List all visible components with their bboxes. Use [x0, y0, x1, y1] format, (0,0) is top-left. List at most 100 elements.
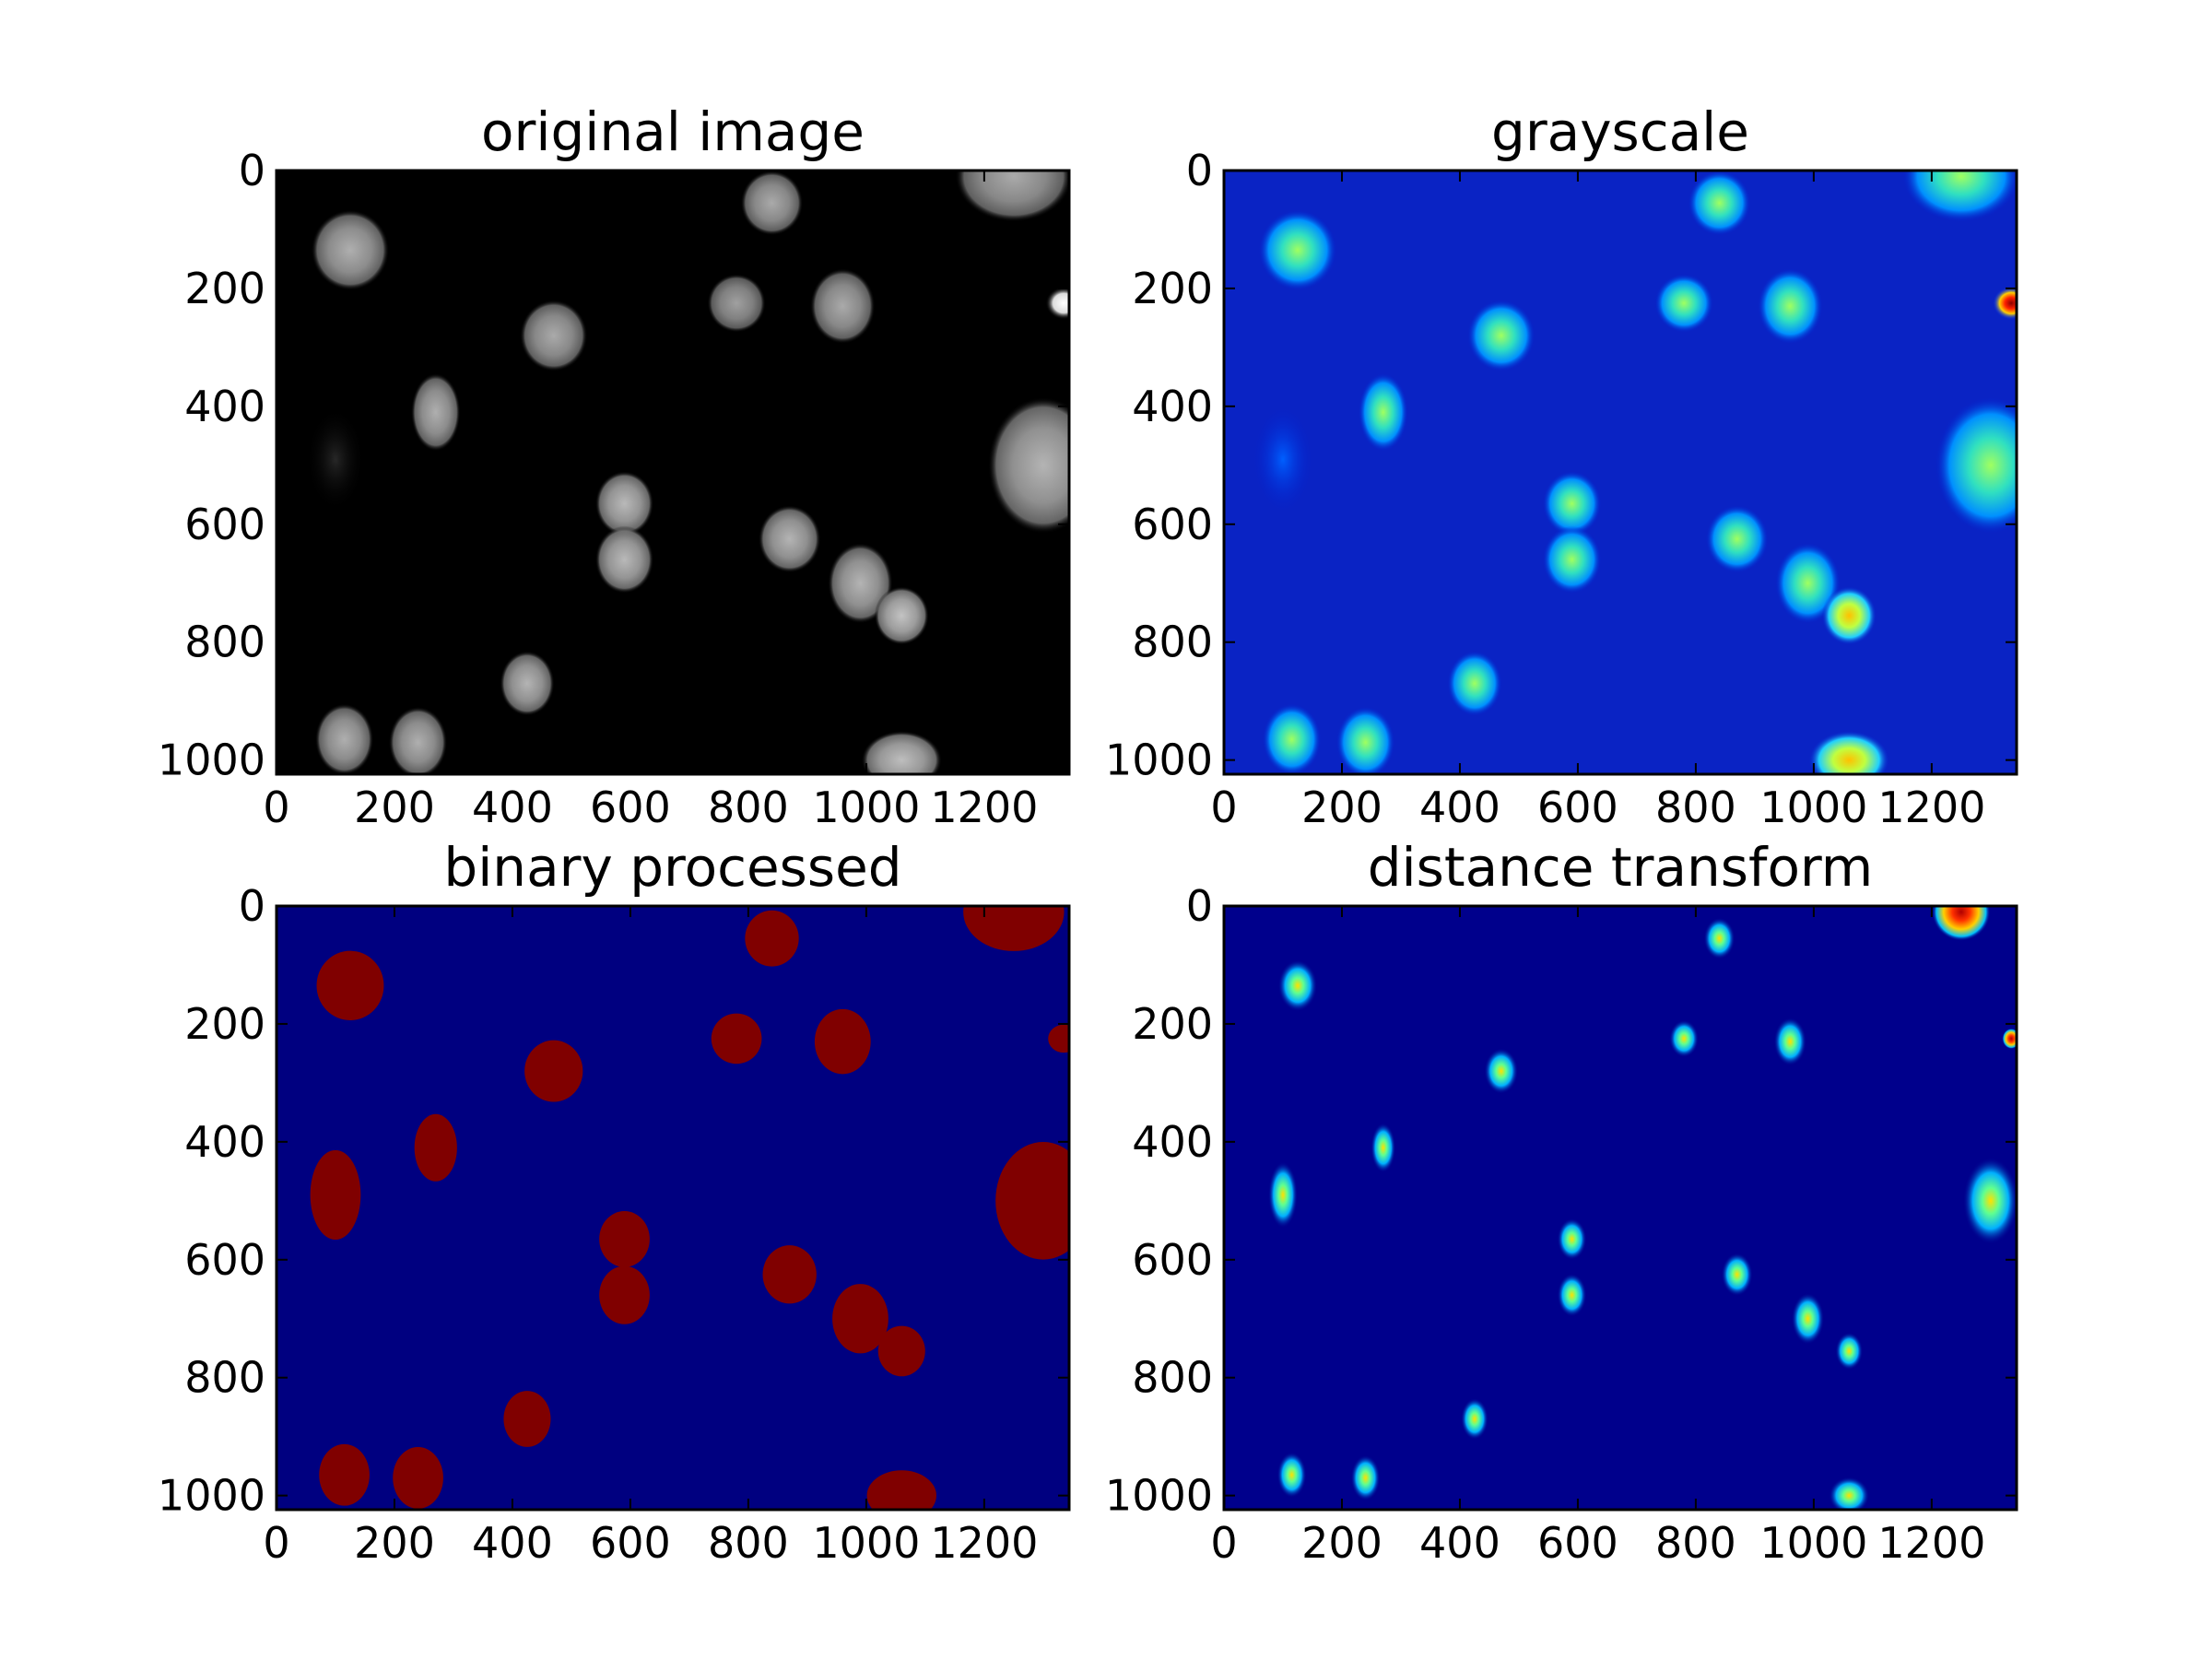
- x-tick-label: 200: [354, 782, 435, 832]
- image-area: [276, 906, 1069, 1510]
- x-tick-label: 600: [590, 782, 671, 832]
- panel-title: binary processed: [443, 836, 901, 899]
- nucleus-blob: [1371, 1123, 1396, 1173]
- nucleus-blob: [1791, 1292, 1825, 1345]
- nucleus-blob: [1688, 171, 1751, 236]
- nucleus-blob: [1932, 906, 1991, 941]
- y-tick-label: 1000: [158, 1471, 265, 1521]
- y-tick-label: 400: [184, 382, 265, 431]
- x-tick-label: 1000: [1759, 1518, 1867, 1568]
- nucleus-blob: [814, 1008, 871, 1075]
- nucleus-blob: [393, 1447, 443, 1509]
- x-tick-label: 200: [354, 1518, 435, 1568]
- nucleus-blob: [1467, 300, 1535, 371]
- nucleus-blob: [1721, 1253, 1753, 1297]
- nucleus-blob: [1993, 287, 2017, 320]
- image-area: [276, 171, 1069, 774]
- nucleus-blob: [874, 586, 929, 645]
- nucleus-blob: [1258, 209, 1337, 290]
- x-tick-label: 0: [1210, 1518, 1237, 1568]
- nucleus-blob: [314, 703, 374, 774]
- nucleus-blob: [762, 1245, 817, 1304]
- nucleus-blob: [1835, 1332, 1864, 1371]
- nucleus-blob: [995, 1142, 1069, 1260]
- nucleus-blob: [745, 910, 799, 967]
- nucleus-blob: [599, 1265, 650, 1324]
- x-tick-label: 800: [1655, 782, 1736, 832]
- nucleus-blob: [500, 651, 555, 716]
- axes-frame: [275, 904, 1071, 1512]
- image-background: [1224, 906, 2017, 1510]
- y-tick-label: 400: [1132, 1117, 1213, 1167]
- nucleus-blob: [1335, 706, 1395, 774]
- image-area: [1224, 906, 2017, 1510]
- image-area: [1224, 171, 2017, 774]
- nucleus-blob: [310, 1149, 361, 1241]
- y-tick-label: 600: [1132, 500, 1213, 549]
- x-tick-label: 0: [1210, 782, 1237, 832]
- y-tick-label: 0: [1186, 881, 1213, 931]
- nucleus-blob: [1277, 1452, 1307, 1498]
- y-tick-label: 200: [1132, 264, 1213, 313]
- nucleus-blob: [1447, 651, 1502, 716]
- x-tick-label: 400: [472, 1518, 553, 1568]
- nucleus-blob: [1669, 1019, 1699, 1058]
- axes-frame: [275, 169, 1071, 776]
- x-tick-label: 800: [1655, 1518, 1736, 1568]
- nucleus-blob: [1936, 396, 2017, 534]
- y-tick-label: 600: [184, 1235, 265, 1285]
- nucleus-blob: [1277, 959, 1318, 1012]
- x-tick-label: 400: [472, 782, 553, 832]
- nucleus-blob: [1048, 1024, 1069, 1053]
- nucleus-blob: [1484, 1048, 1519, 1094]
- x-tick-label: 1000: [812, 782, 920, 832]
- nucleus-blob: [306, 407, 365, 512]
- panel-title: original image: [481, 100, 865, 163]
- nucleus-blob: [1557, 1273, 1587, 1317]
- nucleus-blob: [861, 730, 942, 774]
- x-tick-label: 1000: [1759, 782, 1867, 832]
- x-tick-label: 200: [1301, 1518, 1382, 1568]
- y-tick-label: 800: [1132, 1353, 1213, 1403]
- nucleus-blob: [1962, 1157, 2017, 1244]
- nucleus-blob: [758, 505, 821, 573]
- y-tick-label: 200: [184, 264, 265, 313]
- nucleus-blob: [520, 300, 588, 371]
- nucleus-blob: [1902, 171, 2017, 222]
- nucleus-blob: [1262, 703, 1322, 774]
- y-tick-label: 1000: [1105, 1471, 1213, 1521]
- y-tick-label: 600: [1132, 1235, 1213, 1285]
- nucleus-blob: [319, 1443, 370, 1506]
- nucleus-blob: [599, 1211, 650, 1267]
- x-tick-label: 400: [1419, 782, 1500, 832]
- nucleus-blob: [810, 268, 876, 344]
- nucleus-blob: [1542, 471, 1602, 536]
- nucleus-blob: [414, 1113, 457, 1182]
- x-tick-label: 800: [708, 1518, 789, 1568]
- image-background: [276, 171, 1069, 774]
- y-tick-label: 600: [184, 500, 265, 549]
- nucleus-blob: [711, 1013, 762, 1065]
- nucleus-blob: [594, 471, 654, 536]
- nucleus-blob: [1268, 1161, 1298, 1229]
- panel-title: grayscale: [1491, 100, 1749, 163]
- y-tick-label: 800: [184, 1353, 265, 1403]
- x-tick-label: 600: [1537, 1518, 1618, 1568]
- nucleus-blob: [866, 1470, 936, 1510]
- x-tick-label: 1200: [930, 1518, 1038, 1568]
- y-tick-label: 400: [1132, 382, 1213, 431]
- y-tick-label: 0: [239, 146, 265, 195]
- y-tick-label: 800: [1132, 618, 1213, 667]
- nucleus-blob: [707, 274, 766, 333]
- y-tick-label: 400: [184, 1117, 265, 1167]
- image-background: [276, 906, 1069, 1510]
- x-tick-label: 600: [590, 1518, 671, 1568]
- nucleus-blob: [1045, 287, 1069, 320]
- image-background: [1224, 171, 2017, 774]
- nucleus-blob: [828, 543, 893, 624]
